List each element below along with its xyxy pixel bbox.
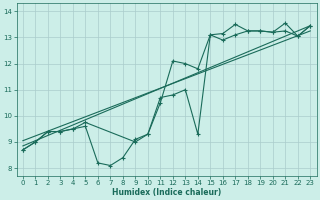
X-axis label: Humidex (Indice chaleur): Humidex (Indice chaleur) [112, 188, 221, 197]
